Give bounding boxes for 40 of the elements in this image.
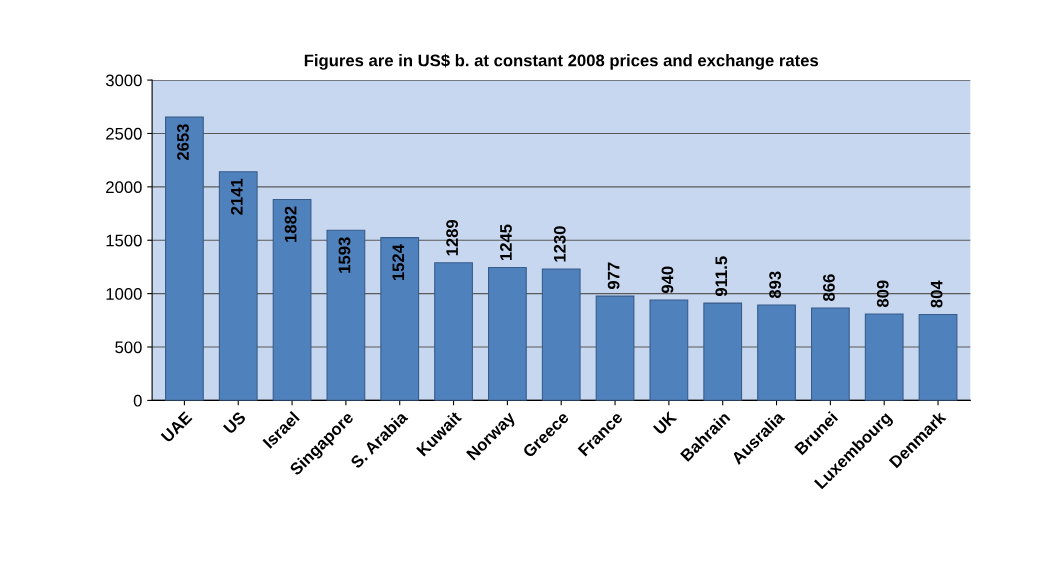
chart-title: Figures are in US$ b. at constant 2008 prices and exchange rates	[304, 53, 819, 70]
data-label: 1524	[392, 244, 405, 281]
y-tick-label: 500	[115, 341, 142, 354]
bar	[380, 237, 420, 401]
bar	[487, 266, 527, 401]
bar	[218, 171, 258, 401]
data-label: 977	[607, 262, 620, 290]
bar	[595, 295, 635, 401]
data-label: 2141	[230, 178, 243, 215]
bar	[864, 313, 904, 401]
y-tick-label: 3000	[105, 74, 142, 87]
data-label: 1230	[553, 226, 566, 262]
bar	[703, 302, 743, 401]
data-label: 1289	[446, 219, 459, 256]
bar	[272, 198, 312, 401]
x-tick-label: UK	[652, 410, 678, 436]
x-tick-label: US	[222, 410, 247, 435]
bar	[541, 268, 581, 401]
bar	[649, 299, 689, 401]
data-label: 1593	[338, 237, 351, 273]
bar	[810, 307, 850, 401]
data-label: 911.5	[715, 256, 728, 297]
bar	[165, 116, 204, 401]
data-label: 893	[769, 271, 782, 299]
data-label: 940	[661, 266, 674, 294]
bar	[757, 304, 796, 401]
data-label: 1882	[284, 206, 297, 242]
y-tick-label: 2000	[106, 181, 142, 194]
bar	[326, 229, 366, 401]
y-tick-label: 2500	[106, 127, 142, 140]
y-tick-label: 1500	[106, 234, 142, 247]
y-tick-label: 1000	[106, 288, 142, 300]
data-label: 1245	[500, 224, 512, 261]
y-tick-label: 0	[133, 394, 142, 407]
data-label: 809	[876, 280, 889, 308]
data-label: 866	[823, 274, 835, 301]
data-label: 2653	[177, 124, 189, 161]
data-label: 804	[930, 280, 943, 308]
bar	[434, 262, 473, 401]
bar	[918, 313, 958, 401]
